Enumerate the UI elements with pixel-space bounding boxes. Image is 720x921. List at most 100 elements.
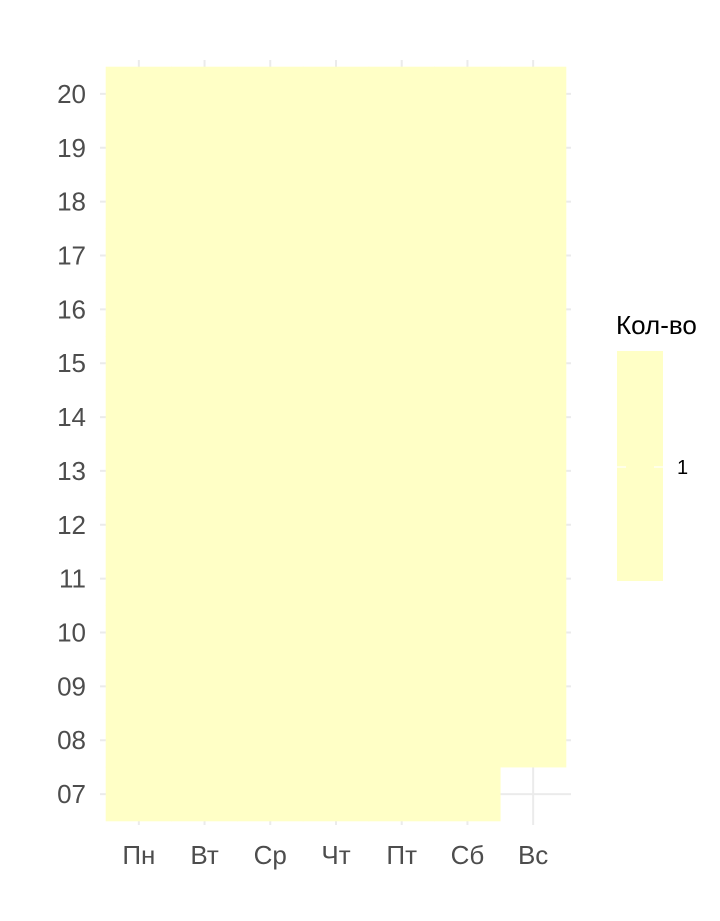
heatmap-cell (434, 497, 501, 553)
heatmap-cell (434, 228, 501, 283)
heatmap-cell (499, 335, 567, 391)
y-tick-label: 12 (57, 510, 86, 540)
legend: Кол-во 1 (616, 310, 697, 581)
heatmap-cell (434, 174, 501, 229)
heatmap-cell (105, 712, 173, 768)
heatmap-cell (368, 228, 435, 283)
heatmap-cell (368, 605, 435, 660)
heatmap-cell (171, 497, 238, 553)
legend-label: 1 (677, 457, 688, 479)
heatmap-cell (171, 551, 238, 606)
x-tick-label: Вт (190, 840, 218, 870)
y-tick-label: 07 (57, 779, 86, 809)
heatmap-cell (237, 605, 304, 660)
heatmap-cell (171, 389, 238, 445)
heatmap-cell (302, 443, 370, 499)
heatmap-cell (499, 712, 567, 768)
heatmap-cell (105, 659, 173, 714)
heatmap-cell (171, 766, 238, 822)
heatmap-cell (237, 551, 304, 606)
heatmap-cell (105, 766, 173, 822)
heatmap-cell (237, 66, 304, 122)
heatmap-cell (368, 174, 435, 229)
heatmap-cell (237, 174, 304, 229)
heatmap-cell (368, 66, 435, 122)
heatmap-cell (368, 766, 435, 822)
heatmap-cell (171, 605, 238, 660)
heatmap-cell (434, 766, 501, 822)
heatmap-cell (302, 228, 370, 283)
heatmap-cell (434, 282, 501, 337)
y-tick-label: 11 (59, 564, 86, 594)
heatmap-cell (302, 389, 370, 445)
heatmap-cell (237, 389, 304, 445)
heatmap-cell (302, 659, 370, 714)
y-tick-label: 14 (57, 402, 86, 432)
x-tick-label: Ср (254, 840, 287, 870)
heatmap-cell (499, 605, 567, 660)
heatmap-cell (105, 443, 173, 499)
heatmap-cells (105, 66, 567, 822)
heatmap-cell (105, 120, 173, 176)
heatmap-cell (434, 605, 501, 660)
heatmap-cell (171, 120, 238, 176)
heatmap-cell (171, 228, 238, 283)
legend-color-bar (617, 351, 663, 581)
heatmap-cell (499, 228, 567, 283)
heatmap-cell (237, 766, 304, 822)
x-tick-label: Сб (451, 840, 485, 870)
heatmap-cell (302, 282, 370, 337)
heatmap-cell (302, 174, 370, 229)
heatmap-cell (368, 282, 435, 337)
x-tick-label: Пн (122, 840, 155, 870)
heatmap-cell (302, 335, 370, 391)
x-axis-ticks: Пн Вт Ср Чт Пт Сб Вс (122, 840, 548, 870)
heatmap-cell (499, 120, 567, 176)
heatmap-cell (171, 443, 238, 499)
x-tick-label: Пт (386, 840, 417, 870)
heatmap-cell (499, 174, 567, 229)
y-tick-label: 15 (57, 348, 86, 378)
heatmap-cell (368, 712, 435, 768)
heatmap-cell (105, 605, 173, 660)
heatmap-cell (499, 66, 567, 122)
heatmap-cell (368, 120, 435, 176)
heatmap-cell (171, 282, 238, 337)
heatmap-cell (499, 389, 567, 445)
heatmap-cell (237, 712, 304, 768)
heatmap-cell (434, 443, 501, 499)
heatmap-cell (105, 335, 173, 391)
heatmap-cell (368, 659, 435, 714)
heatmap-cell (105, 389, 173, 445)
heatmap-cell (434, 551, 501, 606)
heatmap-cell (105, 66, 173, 122)
legend-title: Кол-во (616, 310, 697, 340)
heatmap-cell (368, 551, 435, 606)
heatmap-cell (302, 766, 370, 822)
y-tick-label: 16 (57, 294, 86, 324)
heatmap-cell (368, 389, 435, 445)
heatmap-cell (499, 497, 567, 553)
heatmap-cell (499, 282, 567, 337)
y-tick-label: 20 (57, 79, 86, 109)
heatmap-cell (434, 389, 501, 445)
heatmap-cell (499, 551, 567, 606)
heatmap-cell (105, 497, 173, 553)
heatmap-cell (237, 282, 304, 337)
heatmap-cell (499, 443, 567, 499)
heatmap-cell (171, 174, 238, 229)
y-axis-ticks: 07 08 09 10 11 12 13 14 15 16 17 18 19 20 (57, 79, 86, 809)
heatmap-cell (368, 443, 435, 499)
heatmap-cell (105, 282, 173, 337)
heatmap-cell (237, 120, 304, 176)
heatmap-cell (237, 497, 304, 553)
heatmap-cell (237, 443, 304, 499)
y-tick-label: 17 (57, 241, 86, 271)
heatmap-cell (105, 228, 173, 283)
heatmap-cell (171, 659, 238, 714)
heatmap-cell (434, 335, 501, 391)
y-tick-label: 13 (57, 456, 86, 486)
y-tick-label: 18 (57, 187, 86, 217)
heatmap-cell (368, 335, 435, 391)
